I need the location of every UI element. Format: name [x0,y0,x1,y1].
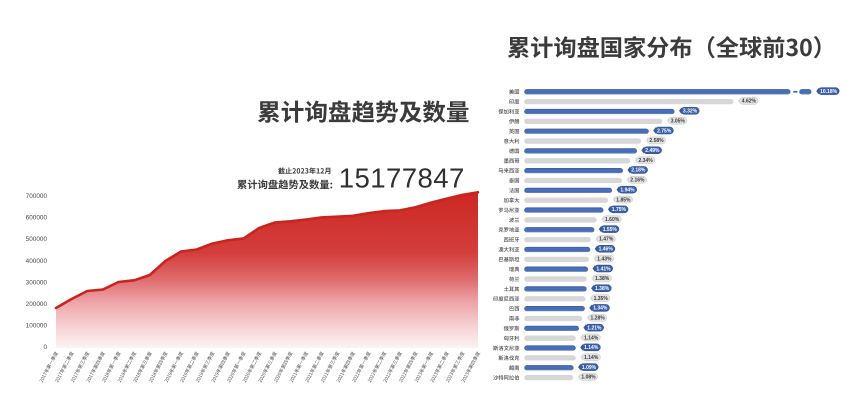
svg-text:200000: 200000 [26,301,48,308]
svg-text:1.41%: 1.41% [596,266,611,272]
svg-text:300000: 300000 [26,279,48,286]
svg-text:4.62%: 4.62% [742,99,757,105]
svg-text:1.60%: 1.60% [605,217,620,223]
svg-text:2.34%: 2.34% [639,158,654,164]
svg-text:600000: 600000 [26,215,48,222]
svg-text:1.14%: 1.14% [584,335,599,341]
svg-text:1.28%: 1.28% [591,316,606,322]
svg-text:3.32%: 3.32% [683,109,698,115]
svg-text:2.49%: 2.49% [645,148,660,154]
svg-text:1.43%: 1.43% [597,256,612,262]
svg-text:2.58%: 2.58% [649,138,664,144]
svg-text:700000: 700000 [26,193,48,200]
svg-text:1.34%: 1.34% [593,306,608,312]
svg-text:15177847: 15177847 [339,163,465,194]
svg-text:100000: 100000 [26,322,48,329]
svg-text:2.16%: 2.16% [630,178,645,184]
svg-text:1.47%: 1.47% [599,237,614,243]
svg-text:1.09%: 1.09% [582,365,597,371]
svg-text:0: 0 [43,344,47,351]
svg-text:500000: 500000 [26,236,48,243]
svg-text:1.21%: 1.21% [587,325,602,331]
svg-text:2.75%: 2.75% [657,128,672,134]
svg-text:1.08%: 1.08% [581,375,596,381]
svg-text:1.55%: 1.55% [603,227,618,233]
svg-text:1.35%: 1.35% [594,296,609,302]
svg-text:1.38%: 1.38% [595,276,610,282]
svg-text:10.18%: 10.18% [820,89,838,95]
svg-text:1.85%: 1.85% [616,197,631,203]
svg-text:3.05%: 3.05% [671,118,686,124]
svg-text:1.94%: 1.94% [620,187,635,193]
svg-text:400000: 400000 [26,258,48,265]
svg-text:1.75%: 1.75% [612,207,627,213]
svg-text:1.14%: 1.14% [584,345,599,351]
svg-text:1.46%: 1.46% [599,247,614,253]
svg-text:1.38%: 1.38% [595,286,610,292]
svg-text:2.18%: 2.18% [631,168,646,174]
svg-text:1.14%: 1.14% [584,355,599,361]
